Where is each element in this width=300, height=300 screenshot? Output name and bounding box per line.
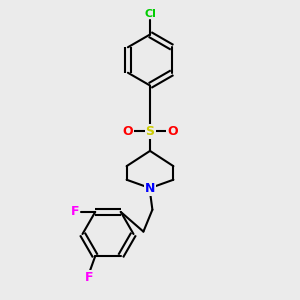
Text: F: F <box>85 271 94 284</box>
Text: N: N <box>145 182 155 195</box>
Text: O: O <box>167 125 178 138</box>
Text: O: O <box>122 125 133 138</box>
Text: F: F <box>70 206 79 218</box>
Text: Cl: Cl <box>144 8 156 19</box>
Text: S: S <box>146 125 154 138</box>
